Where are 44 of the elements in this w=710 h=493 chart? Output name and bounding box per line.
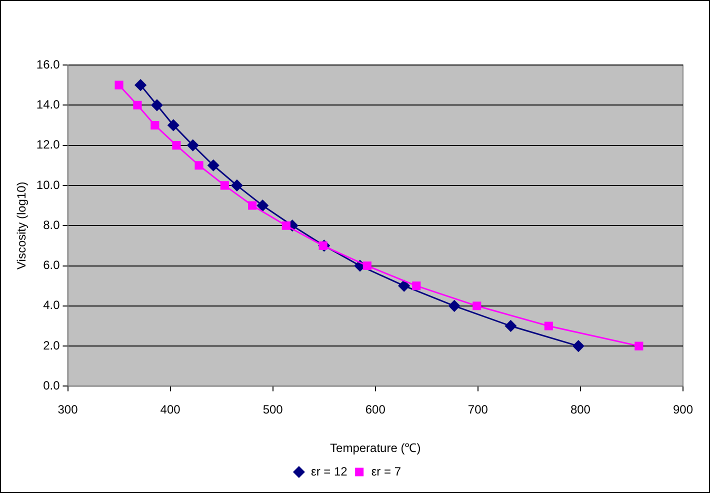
point [133,100,142,110]
x-tick-label: 300 [58,402,78,417]
x-tick-label: 800 [570,402,591,417]
y-tick-label: 10.0 [36,178,60,192]
point [412,282,421,290]
point [208,160,220,172]
point [572,340,584,352]
legend-label: εr = 7 [371,464,402,478]
point [168,119,180,131]
point [187,140,199,152]
point [504,320,516,332]
point [256,200,268,212]
y-axis-title: Viscosity (log10) [14,182,29,270]
x-tick-label: 400 [160,402,181,417]
point [634,342,644,350]
point [362,261,372,270]
x-tick-label: 700 [468,402,488,417]
point [114,80,124,90]
y-tick-label: 12.0 [36,138,60,152]
point [398,280,410,292]
point [194,161,204,170]
y-tick-label: 14.0 [36,97,60,112]
legend-label: εr = 12 [310,464,348,478]
y-tick-label: 6.0 [43,258,60,272]
point [282,221,290,230]
x-axis-title: Temperature (℃) [330,441,421,456]
x-tick-label: 600 [365,402,386,417]
point [448,300,460,312]
point [472,302,482,310]
y-tick-label: 2.0 [43,338,60,352]
y-tick-label: 8.0 [43,218,60,232]
point [172,141,181,150]
point [544,322,553,330]
y-tick-label: 4.0 [43,298,60,312]
point [231,180,243,192]
point [151,99,163,111]
point [248,201,257,210]
x-tick-label: 900 [672,402,694,417]
x-tick-label: 500 [262,402,284,417]
y-tick-label: 16.0 [36,57,60,72]
point [150,120,160,130]
point [134,79,146,91]
point [220,181,229,190]
y-tick-label: 0.0 [43,378,60,393]
